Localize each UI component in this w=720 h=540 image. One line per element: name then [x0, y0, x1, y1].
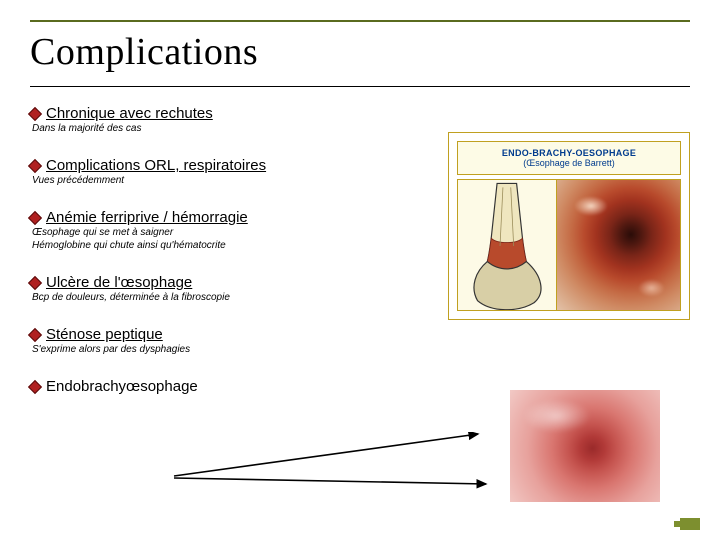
slide: Complications Chronique avec rechutes Da… — [0, 0, 720, 540]
item-note: Vues précédemment — [32, 175, 390, 187]
item-label: Ulcère de l'œsophage — [46, 274, 192, 291]
diamond-bullet-icon — [30, 109, 40, 119]
diamond-bullet-icon — [30, 382, 40, 392]
figure-barrett-panel: ENDO-BRACHY-OESOPHAGE (Œsophage de Barre… — [448, 132, 690, 320]
diamond-bullet-icon — [30, 330, 40, 340]
bullet-line: Ulcère de l'œsophage — [30, 274, 390, 291]
item-label: Chronique avec rechutes — [46, 105, 213, 122]
figure-header-line2: (Œsophage de Barrett) — [523, 158, 615, 168]
bullet-line: Complications ORL, respiratoires — [30, 157, 390, 174]
item-label: Endobrachyœsophage — [46, 378, 198, 395]
bullet-line: Chronique avec rechutes — [30, 105, 390, 122]
connector-arrows — [168, 432, 528, 522]
corner-accent-icon — [680, 518, 700, 530]
specular-highlight-icon — [638, 279, 665, 297]
item-label: Complications ORL, respiratoires — [46, 157, 266, 174]
bullet-line: Endobrachyœsophage — [30, 378, 390, 395]
top-rule — [30, 20, 690, 22]
esophagus-diagram — [458, 180, 556, 310]
item-label: Anémie ferriprive / hémorragie — [46, 209, 248, 226]
bullet-line: Anémie ferriprive / hémorragie — [30, 209, 390, 226]
figure-header-line1: ENDO-BRACHY-OESOPHAGE — [502, 148, 636, 158]
endoscopy-photo — [556, 180, 680, 310]
list-item: Anémie ferriprive / hémorragie Œsophage … — [30, 209, 390, 252]
diagram-svg — [458, 180, 556, 310]
list-item: Ulcère de l'œsophage Bcp de douleurs, dé… — [30, 274, 390, 304]
list-item: Sténose peptique S'exprime alors par des… — [30, 326, 390, 356]
bullet-line: Sténose peptique — [30, 326, 390, 343]
figure-endoscopy-closeup — [510, 390, 660, 502]
diamond-bullet-icon — [30, 161, 40, 171]
diamond-bullet-icon — [30, 213, 40, 223]
bullet-list: Chronique avec rechutes Dans la majorité… — [30, 105, 390, 395]
figure-header: ENDO-BRACHY-OESOPHAGE (Œsophage de Barre… — [457, 141, 681, 175]
list-item: Complications ORL, respiratoires Vues pr… — [30, 157, 390, 187]
item-note: Bcp de douleurs, déterminée à la fibrosc… — [32, 292, 390, 304]
item-label: Sténose peptique — [46, 326, 163, 343]
item-note: Hémoglobine qui chute ainsi qu'hématocri… — [32, 240, 390, 252]
diamond-bullet-icon — [30, 278, 40, 288]
list-item: Chronique avec rechutes Dans la majorité… — [30, 105, 390, 135]
specular-highlight-icon — [522, 399, 591, 433]
item-note: Dans la majorité des cas — [32, 123, 390, 135]
item-note: S'exprime alors par des dysphagies — [32, 344, 390, 356]
mid-rule — [30, 86, 690, 87]
figure-body — [457, 179, 681, 311]
list-item: Endobrachyœsophage — [30, 378, 390, 395]
slide-title: Complications — [30, 30, 690, 74]
item-note: Œsophage qui se met à saigner — [32, 227, 390, 239]
